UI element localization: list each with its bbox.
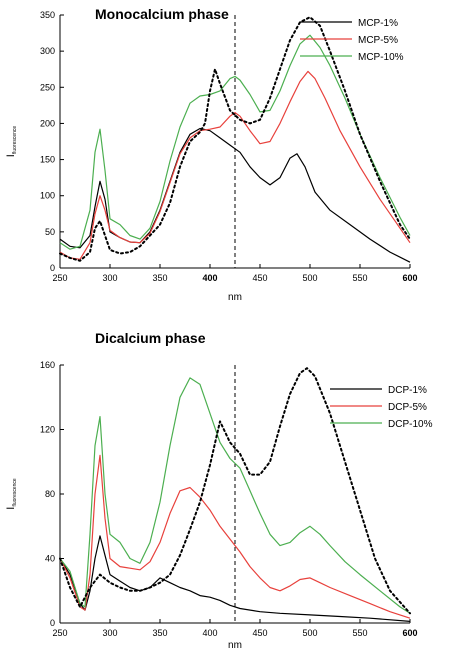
y-tick-label: 80 [45, 489, 55, 499]
series-line-2 [59, 454, 411, 619]
y-tick-label: 250 [40, 82, 55, 92]
x-tick-label: 250 [52, 628, 67, 638]
x-tick-label: 450 [252, 273, 267, 283]
x-tick-label: 300 [102, 273, 117, 283]
series-line-3 [59, 34, 411, 250]
chart-title: Dicalcium phase [95, 330, 206, 346]
x-tick-label: 450 [252, 628, 267, 638]
x-tick-label: 600 [402, 273, 417, 283]
legend-label: MCP-1% [358, 18, 398, 29]
legend-label: MCP-10% [358, 52, 404, 63]
y-tick-label: 200 [40, 118, 55, 128]
chart-panel-1: Monocalcium phase 0 50 100 150 200 250 300 350 25… [5, 6, 418, 303]
y-tick-label: 160 [40, 360, 55, 370]
y-tick-label: 100 [40, 191, 55, 201]
y-tick-label: 0 [50, 263, 55, 273]
x-axis-label: nm [228, 640, 242, 651]
x-tick-label: 500 [302, 273, 317, 283]
x-tick-label: 550 [352, 273, 367, 283]
x-tick-label: 400 [202, 628, 217, 638]
x-tick-label: 500 [302, 628, 317, 638]
legend-label: DCP-1% [388, 385, 427, 396]
series-line-1 [59, 535, 411, 622]
x-tick-label: 350 [152, 273, 167, 283]
y-tick-label: 350 [40, 10, 55, 20]
x-tick-label: 600 [402, 628, 417, 638]
y-tick-label: 50 [45, 227, 55, 237]
y-axis-label: Ifluorescence [5, 126, 18, 158]
series-line-4 [59, 367, 411, 615]
y-tick-label: 0 [50, 618, 55, 628]
x-tick-label: 550 [352, 628, 367, 638]
chart-title: Monocalcium phase [95, 6, 229, 22]
legend-label: DCP-5% [388, 402, 427, 413]
legend-label: DCP-10% [388, 419, 433, 430]
x-axis-label: nm [228, 292, 242, 303]
x-tick-label: 400 [202, 273, 217, 283]
y-axis-label: Ifluorescence [5, 478, 18, 510]
y-tick-label: 120 [40, 425, 55, 435]
series-line-2 [59, 70, 411, 260]
chart-panel-2: Dicalcium phase 0 40 80 120 160 250 300 350 400 45… [5, 330, 433, 651]
series-line-3 [59, 377, 411, 614]
y-tick-label: 40 [45, 554, 55, 564]
x-tick-label: 250 [52, 273, 67, 283]
y-tick-label: 300 [40, 46, 55, 56]
series-line-4 [59, 16, 411, 262]
x-tick-label: 300 [102, 628, 117, 638]
y-tick-label: 150 [40, 155, 55, 165]
legend-label: MCP-5% [358, 35, 398, 46]
x-tick-label: 350 [152, 628, 167, 638]
